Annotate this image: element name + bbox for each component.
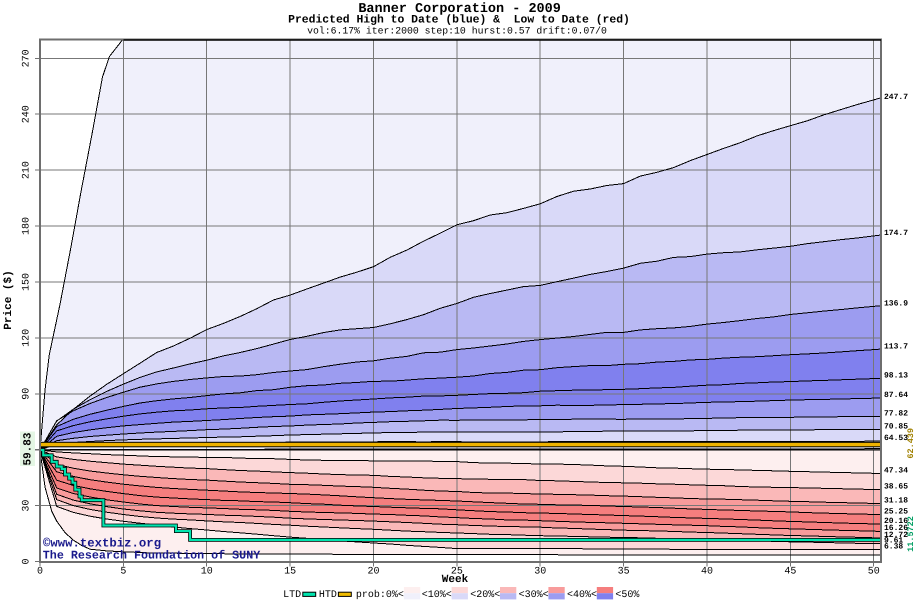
svg-text:9.61: 9.61: [884, 537, 903, 546]
svg-text:©www.textbiz.org: ©www.textbiz.org: [43, 537, 161, 551]
svg-text:15: 15: [284, 567, 296, 578]
svg-text:210: 210: [22, 161, 33, 179]
svg-text:31.18: 31.18: [884, 496, 908, 505]
svg-text:10: 10: [201, 567, 213, 578]
svg-text:Week: Week: [442, 574, 469, 586]
svg-text:<50%: <50%: [615, 590, 639, 600]
svg-text:113.7: 113.7: [884, 343, 908, 352]
svg-text:59.83: 59.83: [23, 432, 35, 465]
svg-text:30: 30: [534, 567, 546, 578]
svg-text:0: 0: [22, 558, 33, 564]
svg-text:247.7: 247.7: [884, 93, 908, 102]
svg-text:77.82: 77.82: [884, 409, 908, 418]
svg-text:47.34: 47.34: [884, 466, 908, 475]
svg-text:HTD: HTD: [319, 590, 337, 600]
svg-text:5: 5: [120, 567, 126, 578]
svg-text:40: 40: [701, 567, 713, 578]
svg-text:Predicted High to Date (blue): Predicted High to Date (blue) & Low to D…: [288, 14, 630, 27]
svg-text:6.38: 6.38: [884, 543, 903, 552]
svg-text:45: 45: [784, 567, 796, 578]
svg-text:25: 25: [451, 567, 463, 578]
svg-text:174.7: 174.7: [884, 229, 908, 238]
svg-text:16.26: 16.26: [884, 524, 908, 533]
svg-text:vol:6.17% iter:2000 step:10 hu: vol:6.17% iter:2000 step:10 hurst:0.57 d…: [307, 26, 607, 37]
svg-text:270: 270: [22, 49, 33, 67]
svg-text:64.53: 64.53: [884, 434, 908, 443]
svg-text:20.16: 20.16: [884, 517, 908, 526]
svg-text:Price ($): Price ($): [2, 270, 15, 329]
svg-text:35: 35: [618, 567, 630, 578]
svg-text:<10%<: <10%<: [422, 590, 452, 600]
svg-text:<30%<: <30%<: [519, 590, 549, 600]
svg-text:20: 20: [367, 567, 379, 578]
svg-text:25.25: 25.25: [884, 507, 908, 516]
svg-text:<40%<: <40%<: [567, 590, 597, 600]
svg-text:70.85: 70.85: [884, 422, 908, 431]
svg-text:<20%<: <20%<: [470, 590, 500, 600]
svg-text:The Research Foundation of SUN: The Research Foundation of SUNY: [43, 549, 260, 563]
svg-text:11.5722: 11.5722: [906, 516, 916, 552]
svg-text:30: 30: [22, 500, 33, 512]
svg-text:98.13: 98.13: [884, 372, 908, 381]
svg-text:90: 90: [22, 388, 33, 400]
svg-text:38.65: 38.65: [884, 482, 908, 491]
svg-text:prob:0%<: prob:0%<: [356, 589, 404, 600]
svg-text:62.439: 62.439: [906, 428, 916, 459]
svg-text:LTD: LTD: [283, 590, 301, 600]
svg-text:12.72: 12.72: [884, 531, 908, 540]
svg-text:Banner Corporation - 2009: Banner Corporation - 2009: [358, 2, 561, 17]
svg-text:0: 0: [37, 567, 43, 578]
svg-text:50: 50: [868, 567, 880, 578]
svg-text:150: 150: [22, 273, 33, 291]
svg-text:180: 180: [22, 217, 33, 235]
svg-text:136.9: 136.9: [884, 299, 908, 308]
svg-text:87.64: 87.64: [884, 391, 908, 400]
svg-text:120: 120: [22, 329, 33, 347]
svg-text:240: 240: [22, 105, 33, 123]
